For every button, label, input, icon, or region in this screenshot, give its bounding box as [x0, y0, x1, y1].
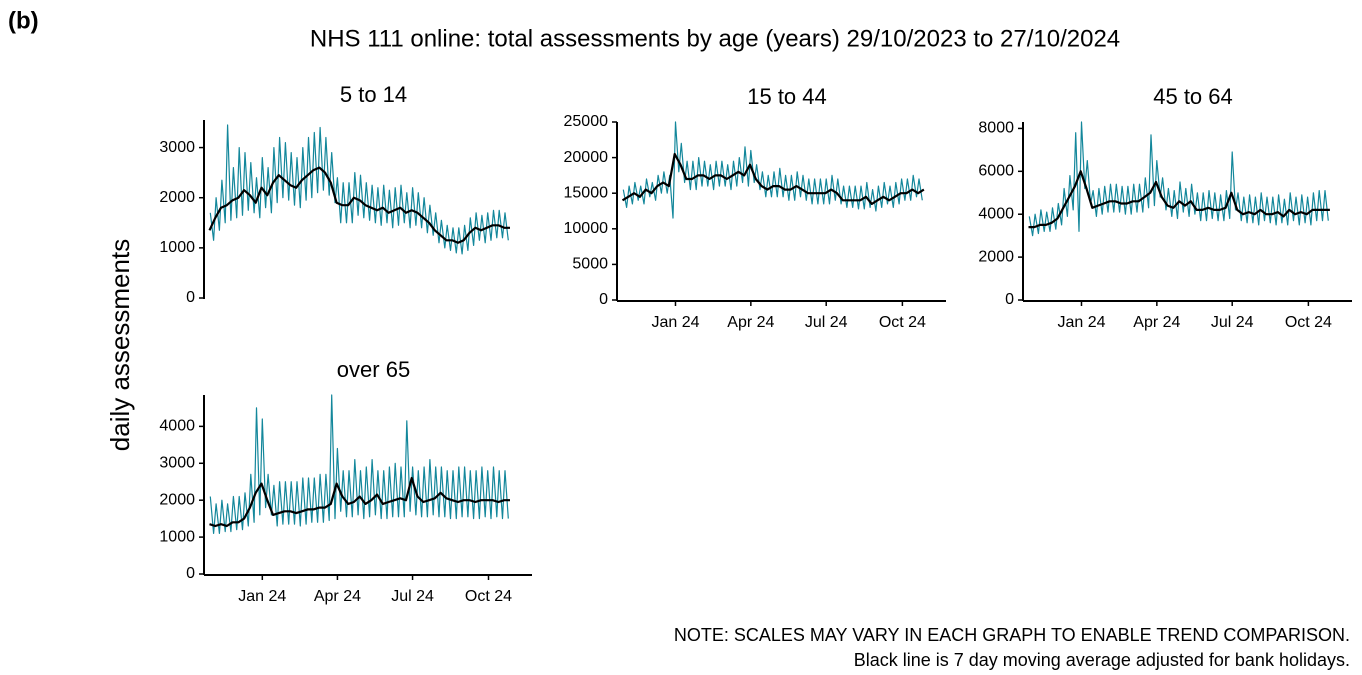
- daily-line: [622, 121, 923, 219]
- moving-average-line: [209, 476, 510, 528]
- panel-title: over 65: [337, 357, 410, 382]
- y-tick-label: 2000: [159, 491, 195, 508]
- y-tick-label: 4000: [159, 418, 195, 435]
- x-tick-label: Jul 24: [391, 588, 434, 605]
- y-tick-label: 3000: [159, 454, 195, 471]
- y-tick-label: 0: [1005, 291, 1014, 308]
- x-tick-label: Jan 24: [651, 314, 699, 331]
- y-tick-label: 0: [186, 565, 195, 582]
- y-tick-label: 2000: [978, 248, 1014, 265]
- panel-title: 5 to 14: [340, 82, 407, 107]
- y-tick-label: 6000: [978, 163, 1014, 180]
- daily-line: [209, 124, 509, 255]
- x-tick-label: Oct 24: [465, 588, 512, 605]
- panel-title: 45 to 64: [1153, 84, 1233, 109]
- panel-title: 15 to 44: [747, 84, 827, 109]
- note: NOTE: SCALES MAY VARY IN EACH GRAPH TO E…: [674, 625, 1350, 645]
- y-tick-label: 8000: [978, 120, 1014, 137]
- daily-line: [1028, 121, 1329, 237]
- x-tick-label: Jul 24: [805, 314, 848, 331]
- x-tick-label: Jul 24: [1211, 314, 1254, 331]
- moving-average-line: [621, 152, 925, 205]
- y-tick-label: 25000: [564, 113, 609, 130]
- x-tick-label: Apr 24: [1133, 314, 1180, 331]
- y-tick-label: 3000: [159, 139, 195, 156]
- moving-average-line: [208, 166, 510, 244]
- moving-average-line: [1028, 170, 1330, 229]
- x-tick-label: Apr 24: [727, 314, 774, 331]
- y-tick-label: 1000: [159, 239, 195, 256]
- y-axis-label: daily assessments: [105, 239, 135, 451]
- y-tick-label: 10000: [564, 220, 609, 237]
- y-tick-label: 0: [186, 289, 195, 306]
- x-tick-label: Oct 24: [879, 314, 926, 331]
- panel-label: (b): [8, 7, 39, 34]
- y-tick-label: 20000: [564, 149, 609, 166]
- y-tick-label: 15000: [564, 184, 609, 201]
- y-tick-label: 1000: [159, 528, 195, 545]
- x-tick-label: Apr 24: [314, 588, 361, 605]
- y-tick-label: 5000: [572, 256, 608, 273]
- y-tick-label: 0: [599, 291, 608, 308]
- y-tick-label: 2000: [159, 189, 195, 206]
- daily-line: [209, 394, 509, 534]
- y-tick-label: 4000: [978, 205, 1014, 222]
- x-tick-label: Jan 24: [1057, 314, 1105, 331]
- note: Black line is 7 day moving average adjus…: [854, 650, 1350, 670]
- x-tick-label: Oct 24: [1285, 314, 1332, 331]
- x-tick-label: Jan 24: [238, 588, 286, 605]
- figure-title: NHS 111 online: total assessments by age…: [310, 25, 1120, 52]
